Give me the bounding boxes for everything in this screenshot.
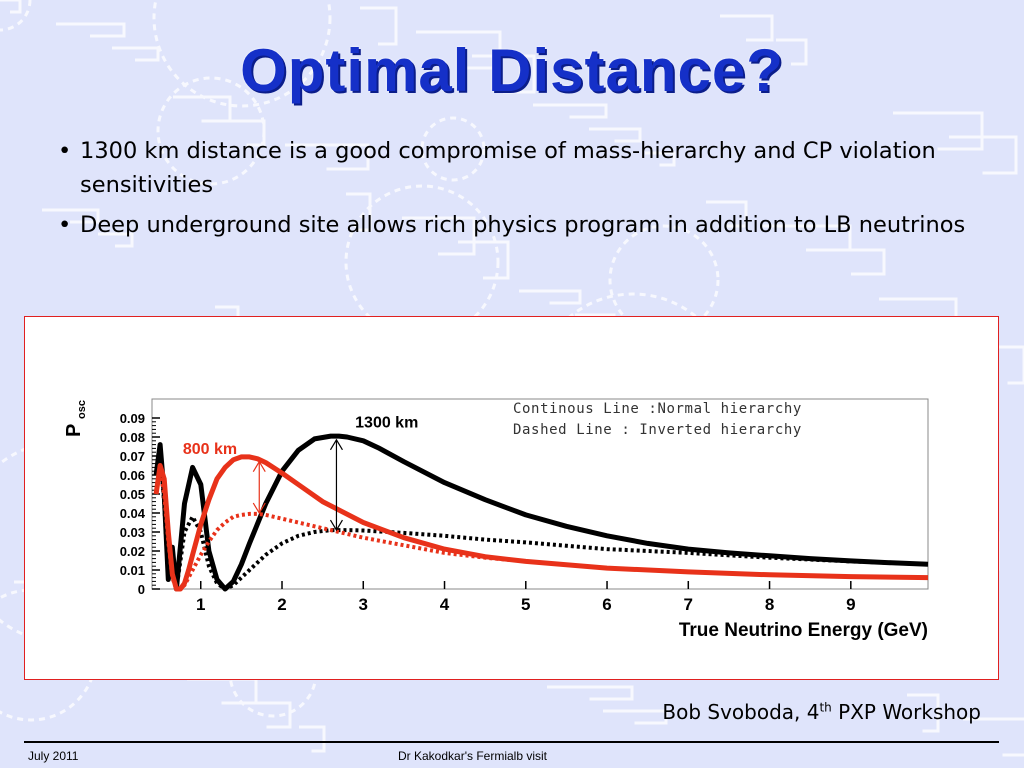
credit-text: Bob Svoboda, 4th PXP Workshop <box>662 700 981 724</box>
background-stroke <box>56 22 126 38</box>
x-tick-label: 4 <box>440 595 450 614</box>
x-tick-label: 1 <box>196 595 205 614</box>
y-tick-label: 0.04 <box>120 506 146 521</box>
background-stroke <box>112 46 160 62</box>
background-stroke <box>0 0 22 14</box>
slide-title: Optimal Distance? <box>240 37 784 104</box>
background-ring <box>420 116 486 182</box>
y-tick-label: 0.06 <box>120 468 145 483</box>
x-tick-label: 9 <box>846 595 855 614</box>
x-tick-label: 3 <box>359 595 368 614</box>
background-stroke <box>360 6 398 46</box>
series-annotation: 1300 km <box>355 415 418 432</box>
bullet-text: 1300 km distance is a good compromise of… <box>80 138 936 198</box>
separation-arrowhead <box>329 438 343 451</box>
bullet-item: • Deep underground site allows rich phys… <box>58 208 978 242</box>
x-tick-label: 7 <box>684 595 693 614</box>
background-stroke <box>963 717 1024 757</box>
bullet-item: • 1300 km distance is a good compromise … <box>58 134 978 202</box>
x-tick-label: 8 <box>765 595 774 614</box>
y-tick-label: 0.02 <box>120 544 145 559</box>
y-tick-label: 0.08 <box>120 430 145 445</box>
separation-arrowhead <box>329 519 343 532</box>
background-stroke <box>547 685 634 701</box>
legend-entry: Continous Line :Normal hierarchy <box>513 401 802 417</box>
background-stroke <box>949 135 1018 175</box>
y-tick-label: 0.03 <box>120 525 145 540</box>
background-stroke <box>645 151 676 167</box>
credit-superscript: th <box>819 700 832 715</box>
background-stroke <box>776 38 808 66</box>
background-stroke <box>533 103 608 119</box>
series-line-1300-km-normal <box>153 433 929 592</box>
background-stroke <box>589 127 642 143</box>
legend: Continous Line :Normal hierarchy Dashed L… <box>513 401 802 438</box>
background-stroke <box>243 701 292 729</box>
background-stroke <box>285 143 370 171</box>
background-stroke <box>720 14 774 42</box>
bullet-dot-icon: • <box>58 138 72 164</box>
y-tick-label: 0 <box>138 582 145 597</box>
footer-divider <box>24 741 999 743</box>
y-tick-label: 0.07 <box>120 449 145 464</box>
legend-entry: Dashed Line : Inverted hierarchy <box>513 422 802 438</box>
background-stroke <box>907 693 940 733</box>
chart-frame: 0 0.01 0.02 0.03 0.04 0.05 0.06 0.07 0.08 0.09 1 2 3… <box>24 316 999 680</box>
background-ring <box>152 0 332 108</box>
y-tick-label: 0.09 <box>120 411 145 426</box>
footer-caption: Dr Kakodkar's Fermialb visit <box>398 749 547 763</box>
footer-date: July 2011 <box>28 749 79 763</box>
background-stroke <box>706 200 748 228</box>
series-annotation: 800 km <box>183 441 237 458</box>
background-stroke <box>299 725 326 753</box>
separation-arrowhead <box>252 502 266 515</box>
x-axis-label: True Neutrino Energy (GeV) <box>679 620 928 641</box>
series-line-800-km-normal <box>153 454 929 592</box>
background-stroke <box>603 709 668 725</box>
background-ring <box>156 76 266 186</box>
background-stroke <box>346 192 372 232</box>
background-stroke <box>519 289 582 305</box>
background-ring <box>344 184 500 340</box>
background-stroke <box>893 111 984 151</box>
background-stroke <box>42 208 100 224</box>
background-stroke <box>818 248 886 276</box>
y-axis-label: P <box>63 424 85 437</box>
background-ring <box>608 224 720 336</box>
y-tick-label: 0.01 <box>120 563 145 578</box>
x-tick-label: 5 <box>521 595 530 614</box>
bullet-text: Deep underground site allows rich physic… <box>80 212 966 238</box>
y-axis-label-subscript: osc <box>76 400 88 419</box>
x-tick-label: 2 <box>277 595 286 614</box>
oscillation-probability-chart: 0 0.01 0.02 0.03 0.04 0.05 0.06 0.07 0.08 0.09 1 2 3… <box>63 398 929 641</box>
bullet-dot-icon: • <box>58 212 72 238</box>
credit-pre: Bob Svoboda, 4 <box>662 700 820 724</box>
x-tick-label: 6 <box>602 595 611 614</box>
background-stroke <box>416 30 502 70</box>
credit-post: PXP Workshop <box>831 700 981 724</box>
background-stroke <box>472 54 536 94</box>
separation-arrowhead <box>252 460 266 473</box>
background-stroke <box>98 232 134 248</box>
background-stroke <box>402 216 476 256</box>
bullet-list: • 1300 km distance is a good compromise … <box>58 134 978 248</box>
plot-area <box>151 398 929 590</box>
series-line-800-km-inverted <box>154 469 929 591</box>
background-stroke <box>991 345 1024 385</box>
y-tick-label: 0.05 <box>120 487 145 502</box>
